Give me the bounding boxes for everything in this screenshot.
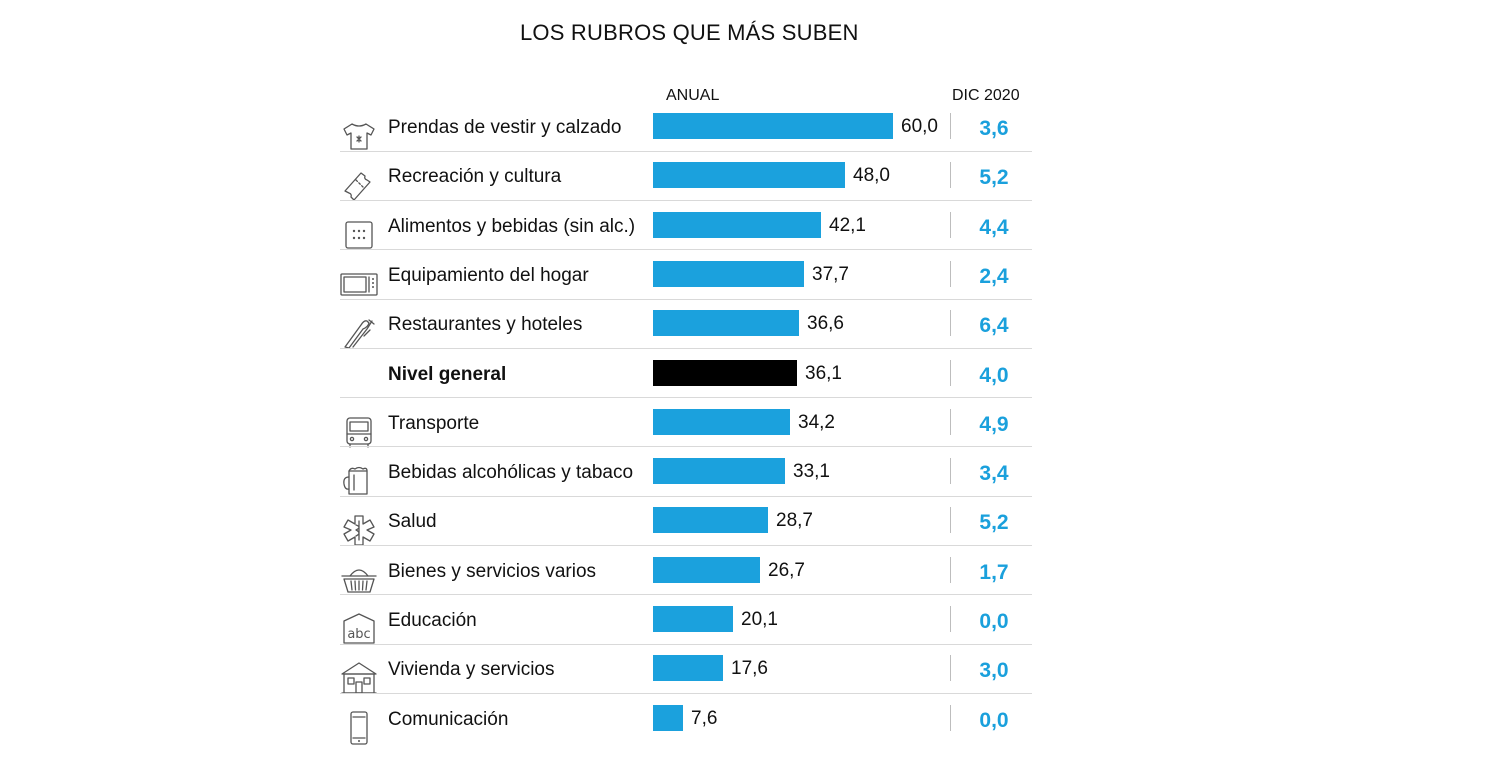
- column-divider: [950, 162, 951, 189]
- monthly-value-label: 1,7: [979, 560, 1009, 584]
- row-divider: [340, 446, 1032, 447]
- annual-value-label: 36,6: [807, 313, 844, 335]
- monthly-value-label: 5,2: [979, 166, 1009, 190]
- monthly-value-label: 3,0: [979, 659, 1009, 683]
- row-divider: [340, 151, 1032, 152]
- monthly-value-label: 6,4: [979, 314, 1009, 338]
- monthly-value-label: 3,6: [979, 117, 1009, 140]
- bar-annual: [653, 211, 821, 238]
- bar-annual: [653, 310, 799, 337]
- column-divider: [950, 655, 951, 682]
- column-divider: [950, 507, 951, 534]
- column-divider: [950, 310, 951, 337]
- annual-value-label: 7,6: [691, 707, 718, 729]
- annual-value-label: 42,1: [829, 214, 866, 236]
- category-label: Vivienda y servicios: [388, 659, 555, 681]
- annual-value-label: 20,1: [741, 609, 778, 630]
- annual-value-label: 34,2: [798, 411, 835, 433]
- row-divider: [340, 397, 1032, 398]
- row-divider: [340, 348, 1032, 349]
- basket-icon: [339, 562, 379, 598]
- row-divider: [340, 200, 1032, 201]
- bar-annual: [653, 556, 760, 583]
- category-label: Equipamiento del hogar: [388, 264, 589, 286]
- row-divider: [340, 299, 1032, 300]
- cracker-icon: [339, 217, 379, 253]
- row-divider: [340, 644, 1032, 645]
- column-header-annual: ANUAL: [666, 87, 720, 104]
- bar-annual: [653, 507, 768, 534]
- column-header-monthly: DIC 2020: [952, 87, 1020, 104]
- column-divider: [950, 359, 951, 386]
- annual-value-label: 48,0: [853, 165, 890, 187]
- bar-annual: [653, 260, 804, 287]
- column-divider: [950, 556, 951, 583]
- annual-value-label: 37,7: [812, 263, 849, 285]
- bar-annual: [653, 606, 733, 632]
- category-label: Salud: [388, 511, 437, 533]
- category-label: Alimentos y bebidas (sin alc.): [388, 215, 636, 237]
- beer-mug-icon: [339, 463, 379, 499]
- monthly-value-label: 0,0: [979, 708, 1009, 732]
- monthly-value-label: 4,4: [979, 215, 1009, 239]
- annual-value-label: 60,0: [901, 116, 938, 137]
- abc-board-icon: abc: [339, 611, 379, 647]
- svg-text:abc: abc: [347, 627, 370, 642]
- column-divider: [950, 408, 951, 435]
- bus-icon: [339, 414, 379, 450]
- annual-value-label: 28,7: [776, 510, 813, 532]
- bar-annual: [653, 408, 790, 435]
- row-divider: [340, 249, 1032, 250]
- category-label: Nivel general: [388, 363, 507, 385]
- ticket-icon: [339, 167, 379, 203]
- category-label: Educación: [388, 610, 477, 631]
- column-divider: [950, 704, 951, 731]
- chart-title: LOS RUBROS QUE MÁS SUBEN: [520, 20, 859, 45]
- microwave-icon: [339, 266, 379, 302]
- medical-star-icon: [339, 512, 379, 548]
- monthly-value-label: 4,0: [979, 363, 1009, 387]
- house-icon: [339, 660, 379, 696]
- row-divider: [340, 693, 1032, 694]
- annual-value-label: 36,1: [805, 362, 842, 384]
- monthly-value-label: 5,2: [979, 511, 1009, 535]
- column-divider: [950, 458, 951, 485]
- category-label: Prendas de vestir y calzado: [388, 117, 622, 138]
- row-divider: [340, 496, 1032, 497]
- category-label: Bienes y servicios varios: [388, 560, 597, 582]
- tshirt-icon: [339, 118, 379, 154]
- monthly-value-label: 4,9: [979, 412, 1009, 436]
- bar-annual: [653, 655, 723, 682]
- category-label: Transporte: [388, 412, 480, 434]
- category-label: Recreación y cultura: [388, 166, 562, 188]
- category-label: Restaurantes y hoteles: [388, 314, 583, 336]
- column-divider: [950, 211, 951, 238]
- column-divider: [950, 606, 951, 632]
- phone-icon: [339, 710, 379, 746]
- bar-annual: [653, 458, 785, 485]
- cutlery-icon: [339, 315, 379, 351]
- category-label: Comunicación: [388, 708, 509, 730]
- monthly-value-label: 2,4: [979, 264, 1009, 288]
- annual-value-label: 26,7: [768, 559, 805, 581]
- column-divider: [950, 260, 951, 287]
- bar-annual: [653, 162, 845, 189]
- row-divider: [340, 594, 1032, 595]
- column-divider: [950, 113, 951, 139]
- bar-highlight: [653, 359, 797, 386]
- category-label: Bebidas alcohólicas y tabaco: [388, 462, 634, 484]
- bar-annual: [653, 113, 893, 139]
- annual-value-label: 33,1: [793, 461, 830, 483]
- monthly-value-label: 0,0: [979, 610, 1009, 633]
- annual-value-label: 17,6: [731, 658, 768, 680]
- monthly-value-label: 3,4: [979, 462, 1009, 486]
- bar-annual: [653, 704, 683, 731]
- row-divider: [340, 545, 1032, 546]
